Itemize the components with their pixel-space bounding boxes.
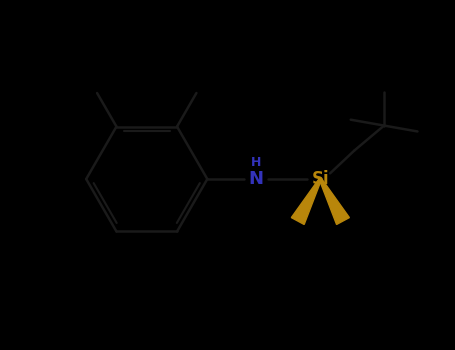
Polygon shape — [291, 178, 321, 224]
Text: H: H — [251, 156, 261, 169]
Text: N: N — [248, 170, 263, 188]
Text: Si: Si — [312, 170, 329, 188]
Polygon shape — [319, 178, 349, 224]
